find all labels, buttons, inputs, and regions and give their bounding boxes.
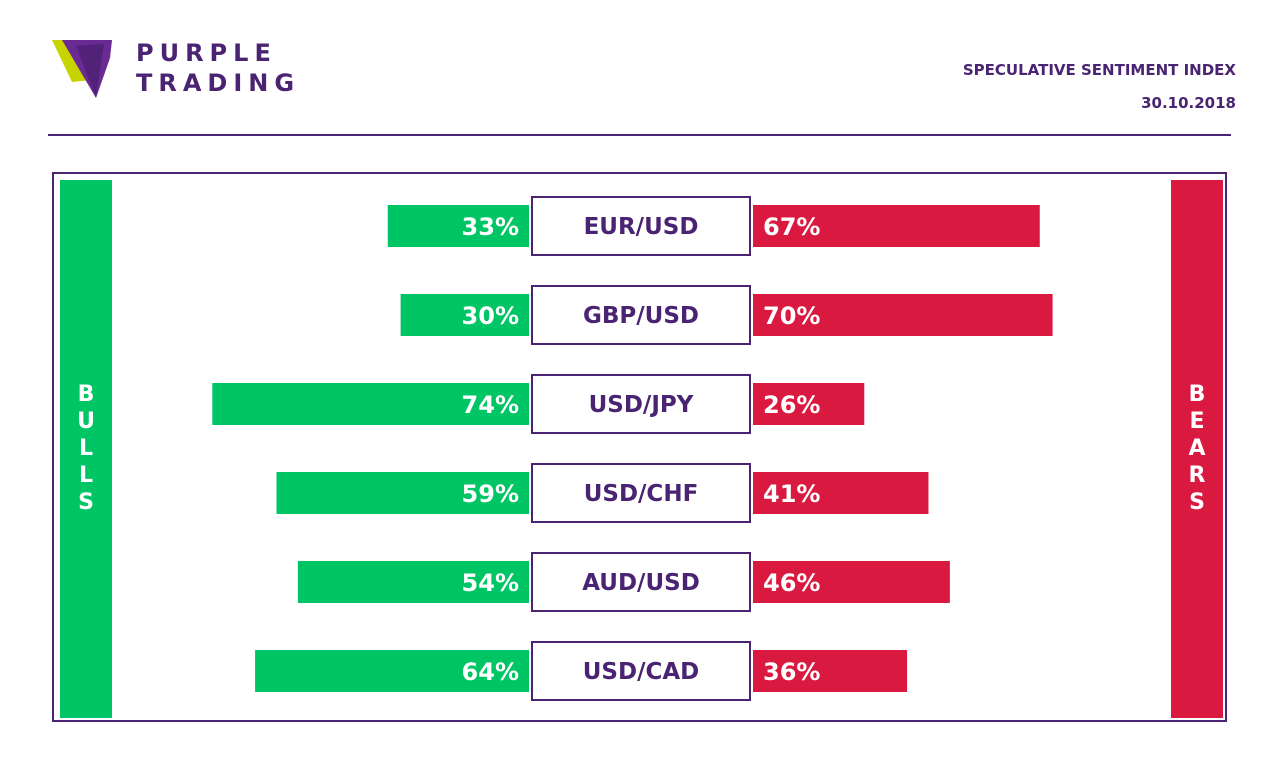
bull-value-usd-cad: 64% — [462, 658, 519, 686]
bear-bar-gbp-usd — [753, 294, 1053, 336]
brand-line-1: PURPLE — [136, 39, 277, 67]
pair-label-eur-usd: EUR/USD — [584, 214, 699, 240]
bull-bar-usd-cad — [255, 650, 529, 692]
pair-box-usd-cad — [531, 641, 751, 701]
bears-label: BEARS — [1184, 381, 1210, 517]
pair-label-usd-chf: USD/CHF — [584, 481, 699, 507]
bear-bar-usd-cad — [753, 650, 908, 692]
bulls-label: BULLS — [73, 381, 99, 517]
header-divider — [48, 134, 1231, 136]
bull-bar-gbp-usd — [400, 294, 529, 336]
bull-bar-usd-chf — [276, 472, 529, 514]
pair-label-aud-usd: AUD/USD — [582, 570, 700, 596]
bear-value-aud-usd: 46% — [763, 569, 820, 597]
pair-label-gbp-usd: GBP/USD — [583, 303, 699, 329]
bear-bar-usd-jpy — [753, 383, 865, 425]
bulls-side-bar: BULLS — [60, 180, 112, 718]
purple-trading-logo-icon — [52, 40, 112, 98]
pair-box-eur-usd — [531, 196, 751, 256]
bull-bar-aud-usd — [297, 561, 529, 603]
pair-label-usd-jpy: USD/JPY — [589, 392, 694, 418]
pair-box-usd-jpy — [531, 374, 751, 434]
report-date: 30.10.2018 — [1141, 94, 1236, 112]
bear-value-eur-usd: 67% — [763, 213, 820, 241]
pair-label-usd-cad: USD/CAD — [583, 659, 700, 685]
bear-value-usd-cad: 36% — [763, 658, 820, 686]
bull-value-aud-usd: 54% — [462, 569, 519, 597]
bear-bar-aud-usd — [753, 561, 950, 603]
pair-box-aud-usd — [531, 552, 751, 612]
page-title: SPECULATIVE SENTIMENT INDEX — [962, 61, 1236, 79]
bears-side-bar: BEARS — [1171, 180, 1223, 718]
bull-bar-eur-usd — [387, 205, 529, 247]
bull-bar-usd-jpy — [212, 383, 529, 425]
chart-frame — [52, 172, 1227, 722]
brand-line-2: TRADING — [136, 69, 301, 97]
bear-value-usd-jpy: 26% — [763, 391, 820, 419]
bear-bar-eur-usd — [753, 205, 1040, 247]
bear-value-usd-chf: 41% — [763, 480, 820, 508]
bear-bar-usd-chf — [753, 472, 929, 514]
bull-value-usd-jpy: 74% — [462, 391, 519, 419]
bull-value-gbp-usd: 30% — [462, 302, 519, 330]
bull-value-usd-chf: 59% — [462, 480, 519, 508]
bull-value-eur-usd: 33% — [462, 213, 519, 241]
pair-box-usd-chf — [531, 463, 751, 523]
bear-value-gbp-usd: 70% — [763, 302, 820, 330]
pair-box-gbp-usd — [531, 285, 751, 345]
brand-name: PURPLE TRADING — [136, 38, 300, 98]
